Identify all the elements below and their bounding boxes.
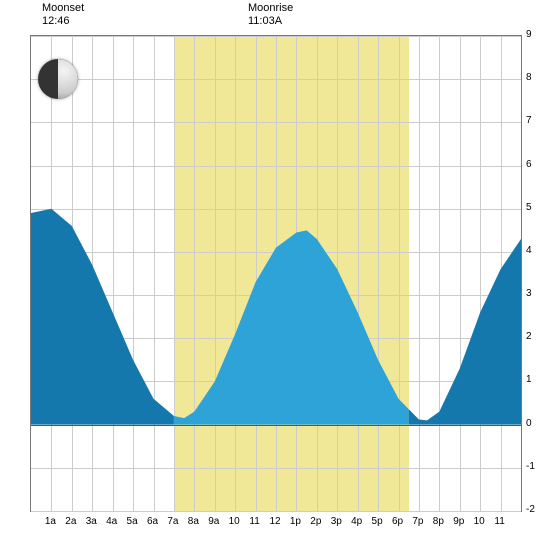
x-tick-label: 5p xyxy=(372,516,383,527)
tide-svg xyxy=(31,36,521,511)
grid-h xyxy=(31,511,521,512)
moonrise-time: 11:03A xyxy=(248,15,293,28)
moonset-time: 12:46 xyxy=(42,15,84,28)
x-tick-label: 6a xyxy=(147,516,158,527)
y-tick-label: 6 xyxy=(526,159,532,170)
y-tick-label: 3 xyxy=(526,288,532,299)
y-tick-label: 9 xyxy=(526,29,532,40)
x-tick-label: 2a xyxy=(65,516,76,527)
x-tick-label: 7p xyxy=(412,516,423,527)
x-tick-label: 1p xyxy=(290,516,301,527)
x-tick-label: 9p xyxy=(453,516,464,527)
x-tick-label: 10 xyxy=(474,516,485,527)
x-tick-label: 7a xyxy=(167,516,178,527)
x-tick-label: 4p xyxy=(351,516,362,527)
x-tick-label: 5a xyxy=(127,516,138,527)
y-tick-label: 2 xyxy=(526,331,532,342)
x-tick-label: 12 xyxy=(269,516,280,527)
x-tick-label: 3a xyxy=(86,516,97,527)
x-tick-label: 9a xyxy=(208,516,219,527)
moonrise-title: Moonrise xyxy=(248,2,293,15)
moonset-block: Moonset 12:46 xyxy=(42,2,84,28)
x-tick-label: 3p xyxy=(331,516,342,527)
x-tick-label: 10 xyxy=(229,516,240,527)
x-tick-label: 11 xyxy=(494,516,504,527)
moonset-title: Moonset xyxy=(42,2,84,15)
moonrise-block: Moonrise 11:03A xyxy=(248,2,293,28)
y-tick-label: -1 xyxy=(526,461,535,472)
x-tick-label: 6p xyxy=(392,516,403,527)
y-tick-label: 8 xyxy=(526,72,532,83)
moon-phase-icon xyxy=(38,59,78,99)
x-tick-label: 1a xyxy=(45,516,56,527)
y-tick-label: 4 xyxy=(526,245,532,256)
tide-chart-container: Moonset 12:46 Moonrise 11:03A -2-1012345… xyxy=(0,0,550,550)
x-tick-label: 11 xyxy=(249,516,259,527)
y-tick-label: -2 xyxy=(526,504,535,515)
y-tick-label: 7 xyxy=(526,115,532,126)
x-tick-label: 2p xyxy=(310,516,321,527)
x-tick-label: 8a xyxy=(188,516,199,527)
tide-segment-night1 xyxy=(31,209,174,425)
chart-plot-area xyxy=(30,35,522,512)
y-tick-label: 1 xyxy=(526,374,532,385)
y-tick-label: 5 xyxy=(526,202,532,213)
y-tick-label: 0 xyxy=(526,418,532,429)
tide-segment-day xyxy=(174,230,409,424)
x-tick-label: 8p xyxy=(433,516,444,527)
tide-segment-night2 xyxy=(409,239,521,425)
x-tick-label: 4a xyxy=(106,516,117,527)
